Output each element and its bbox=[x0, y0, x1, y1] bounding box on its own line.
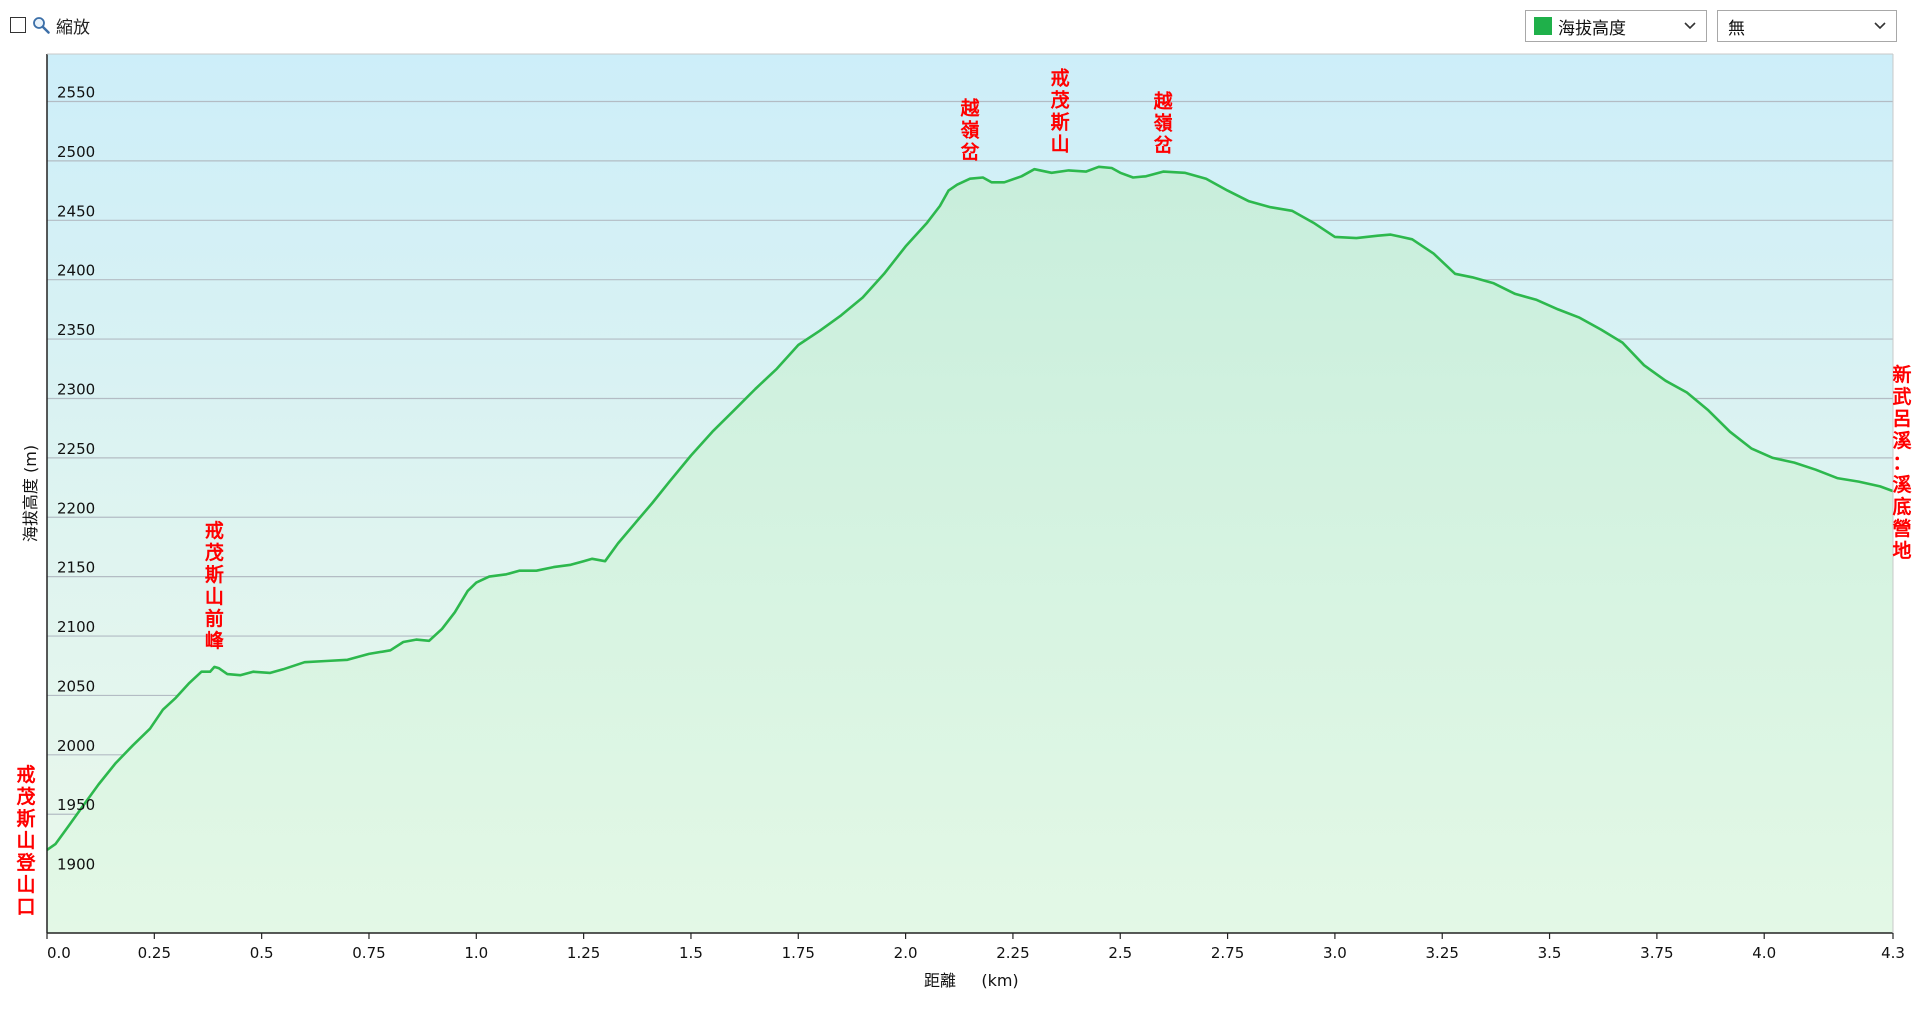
waypoint-label-char: 茂 bbox=[1051, 88, 1070, 111]
zoom-label: 縮放 bbox=[56, 17, 90, 38]
zoom-toggle[interactable]: 縮放 bbox=[10, 14, 90, 38]
elevation-area bbox=[47, 166, 1893, 934]
x-tick-label: 3.5 bbox=[1538, 944, 1562, 962]
waypoint-label-char: 茂 bbox=[16, 785, 35, 808]
y-tick-label: 2200 bbox=[57, 499, 95, 517]
x-axis-title: 距離 (km) bbox=[924, 971, 1019, 990]
x-axis-unit: (km) bbox=[981, 971, 1018, 990]
waypoint-label-char: 戒 bbox=[16, 764, 35, 786]
waypoint-label-char: 嶺 bbox=[959, 119, 979, 142]
waypoint-label-char: 越 bbox=[959, 97, 980, 120]
waypoint-label-char: 底 bbox=[1892, 495, 1911, 518]
y-tick-label: 2300 bbox=[57, 380, 95, 398]
x-tick-label: 1.75 bbox=[782, 944, 815, 962]
x-tick-label: 1.5 bbox=[679, 944, 703, 962]
x-tick-labels: 0.0 0.25 0.5 0.75 1.0 1.25 1.5 1.75 2.0 2.25 2.5 2.… bbox=[46, 933, 1905, 962]
waypoint-label-text: 越嶺岔 bbox=[959, 97, 980, 164]
y-tick-label: 2100 bbox=[57, 618, 95, 636]
waypoint-label-char: 岔 bbox=[1154, 134, 1174, 157]
x-tick-label: 1.0 bbox=[464, 944, 488, 962]
y-axis-title: 海拔高度 (m) bbox=[21, 445, 40, 542]
overlay-select-value: 無 bbox=[1728, 18, 1745, 39]
waypoint-label-char: 口 bbox=[16, 896, 35, 918]
magnifier-icon bbox=[33, 17, 50, 34]
waypoint-label-char: 山 bbox=[1051, 133, 1070, 155]
y-tick-label: 2450 bbox=[57, 202, 95, 220]
y-tick-label: 2550 bbox=[57, 84, 95, 102]
waypoint-label-text: 戒茂斯山前峰 bbox=[205, 520, 225, 652]
waypoint-label-char: 登 bbox=[15, 851, 36, 874]
waypoint-label-text: 新武呂溪：溪底營地 bbox=[1892, 363, 1912, 562]
x-tick-label: 4.3 bbox=[1881, 944, 1905, 962]
waypoint-label: 戒茂斯山 bbox=[1051, 67, 1070, 155]
x-tick-label: 2.75 bbox=[1211, 944, 1244, 962]
waypoint-label-char: 峰 bbox=[205, 629, 225, 652]
waypoint-label-char: 茂 bbox=[205, 541, 224, 564]
waypoint-label-char: 岔 bbox=[960, 141, 980, 164]
waypoint-label-char: 斯 bbox=[205, 563, 224, 586]
elevation-line bbox=[46, 165, 1894, 851]
x-tick-label: 0.75 bbox=[352, 944, 385, 962]
waypoint-label-char: 營 bbox=[1892, 517, 1911, 540]
x-tick-label: 0.0 bbox=[47, 944, 71, 962]
metric-select-value: 海拔高度 bbox=[1558, 18, 1626, 39]
waypoint-label-char: 武 bbox=[1892, 386, 1911, 408]
y-tick-label: 2350 bbox=[57, 321, 95, 339]
waypoint-label: 越嶺岔 bbox=[1153, 90, 1174, 157]
chevron-down-icon bbox=[1874, 22, 1886, 30]
y-tick-label: 1900 bbox=[57, 856, 95, 874]
waypoint-label-char: 斯 bbox=[1051, 110, 1070, 133]
y-tick-label: 2500 bbox=[57, 143, 95, 161]
waypoint-label-char: 呂 bbox=[1892, 408, 1911, 430]
y-tick-label: 2150 bbox=[57, 559, 95, 577]
y-tick-labels: 1900 1950 2000 2050 2100 2150 2200 2250 2300 2350… bbox=[57, 84, 95, 874]
axes bbox=[46, 53, 1894, 934]
waypoint-label: 戒茂斯山登山口 bbox=[15, 764, 36, 918]
waypoint-label-char: 溪 bbox=[1892, 474, 1912, 496]
x-tick-label: 2.5 bbox=[1108, 944, 1132, 962]
waypoint-label: 戒茂斯山前峰 bbox=[205, 520, 225, 652]
waypoint-label-char: 戒 bbox=[1051, 67, 1070, 89]
chevron-down-icon bbox=[1684, 22, 1696, 30]
metric-select[interactable]: 海拔高度 bbox=[1525, 10, 1707, 42]
waypoint-label-char: 山 bbox=[16, 830, 35, 852]
waypoint-label-char: 山 bbox=[205, 586, 224, 608]
waypoint-label-char: 嶺 bbox=[1153, 112, 1173, 135]
overlay-select[interactable]: 無 bbox=[1717, 10, 1897, 42]
waypoint-label-char: 斯 bbox=[16, 807, 35, 830]
y-tick-label: 2400 bbox=[57, 262, 95, 280]
x-tick-label: 0.5 bbox=[250, 944, 274, 962]
x-tick-label: 4.0 bbox=[1752, 944, 1776, 962]
waypoint-label: 新武呂溪：溪底營地 bbox=[1892, 363, 1912, 562]
y-tick-label: 2000 bbox=[57, 737, 95, 755]
y-tick-label: 2050 bbox=[57, 677, 95, 695]
y-tick-label: 2250 bbox=[57, 440, 95, 458]
waypoint-label-text: 越嶺岔 bbox=[1153, 90, 1174, 157]
waypoint-label-char: 地 bbox=[1892, 539, 1911, 562]
y-tick-label: 1950 bbox=[57, 796, 95, 814]
waypoint-label-text: 戒茂斯山登山口 bbox=[15, 764, 36, 918]
x-tick-label: 2.0 bbox=[894, 944, 918, 962]
waypoint-label-char: ： bbox=[1892, 452, 1911, 474]
waypoint-label-char: 山 bbox=[16, 874, 35, 896]
waypoint-label-char: 戒 bbox=[205, 520, 224, 542]
x-tick-label: 0.25 bbox=[138, 944, 171, 962]
x-tick-label: 1.25 bbox=[567, 944, 600, 962]
zoom-checkbox[interactable] bbox=[10, 17, 26, 33]
waypoint-label-char: 越 bbox=[1153, 90, 1174, 113]
x-tick-label: 2.25 bbox=[996, 944, 1029, 962]
x-axis-label: 距離 bbox=[924, 971, 956, 990]
toolbar: 縮放 海拔高度 無 bbox=[0, 0, 1915, 50]
x-tick-label: 3.75 bbox=[1640, 944, 1673, 962]
waypoint-label-char: 前 bbox=[205, 607, 224, 630]
waypoint-label-char: 溪 bbox=[1892, 430, 1912, 452]
series-color-swatch bbox=[1534, 17, 1552, 35]
waypoint-label-char: 新 bbox=[1892, 363, 1911, 386]
x-tick-label: 3.25 bbox=[1426, 944, 1459, 962]
waypoint-label-text: 戒茂斯山 bbox=[1051, 67, 1070, 155]
waypoint-label: 越嶺岔 bbox=[959, 97, 980, 164]
x-tick-label: 3.0 bbox=[1323, 944, 1347, 962]
